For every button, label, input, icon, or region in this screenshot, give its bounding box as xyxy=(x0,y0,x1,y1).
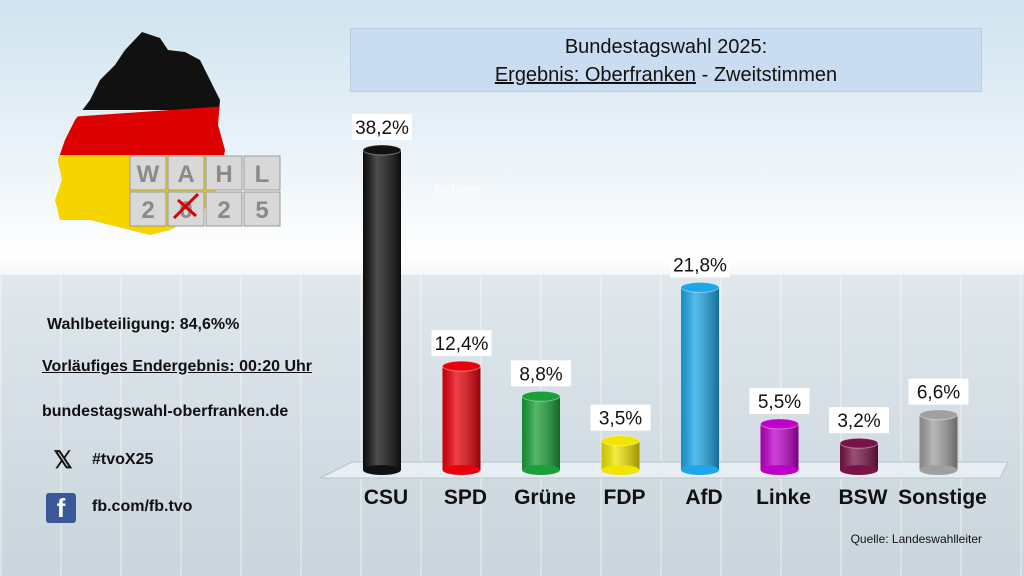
bar-fdp xyxy=(601,435,640,475)
bar-bottom xyxy=(919,465,958,475)
logo-digit-3: 2 xyxy=(217,197,230,224)
title-region: Ergebnis: Oberfranken xyxy=(494,64,697,86)
bar-shading xyxy=(760,423,799,470)
value-label-box xyxy=(908,378,969,405)
logo-letter-3: H xyxy=(215,161,232,188)
value-label: 3,2% xyxy=(837,411,880,432)
value-label-box xyxy=(829,407,889,434)
website-link[interactable]: bundestagswahl-oberfranken.de xyxy=(42,403,289,420)
bar-shading xyxy=(442,366,481,470)
category-label: CSU xyxy=(364,486,408,509)
title-suffix: - Zweitstimmen xyxy=(696,64,838,86)
value-label-box xyxy=(590,404,651,431)
category-label: Grüne xyxy=(514,486,576,509)
bar-csu xyxy=(362,144,402,475)
bar-spd xyxy=(442,360,481,475)
bar-bottom xyxy=(442,465,481,475)
bar-bottom xyxy=(522,465,560,475)
logo-digit-1: 2 xyxy=(141,197,154,224)
category-label: Linke xyxy=(756,486,811,509)
value-label-box xyxy=(352,114,412,140)
value-label: 12,4% xyxy=(435,334,489,355)
watermark: Fichtner xyxy=(434,182,482,196)
preliminary-result-text: Vorläufiges Endergebnis: 00:20 Uhr xyxy=(42,358,312,375)
bar-bottom xyxy=(760,465,799,475)
bar-cap xyxy=(919,409,958,421)
wahl-blocks: W A H L 2 0 2 5 xyxy=(129,155,281,227)
bar-linke xyxy=(760,418,799,475)
bar-cap xyxy=(680,281,720,293)
bar-bottom xyxy=(363,465,401,475)
bar-cap xyxy=(760,418,799,430)
title-line1: Bundestagswahl 2025: xyxy=(564,36,768,58)
category-label: SPD xyxy=(444,486,487,509)
value-label-box xyxy=(511,360,571,387)
value-label: 3,5% xyxy=(599,409,642,430)
value-label: 21,8% xyxy=(673,255,727,276)
bar-shading xyxy=(681,287,719,470)
title-box: Bundestagswahl 2025: Ergebnis: Oberfrank… xyxy=(350,28,982,92)
bar-shading xyxy=(919,414,958,470)
bar-bottom xyxy=(681,465,719,475)
logo-letter-2: A xyxy=(177,161,194,188)
category-label: Sonstige xyxy=(898,486,987,509)
bar-cap xyxy=(442,360,481,372)
bar-afd xyxy=(680,281,720,475)
logo-letter-1: W xyxy=(137,161,160,188)
bar-cap xyxy=(839,437,879,449)
facebook-link[interactable]: fb.com/fb.tvo xyxy=(92,498,193,515)
x-handle[interactable]: #tvoX25 xyxy=(92,451,154,468)
bar-bsw xyxy=(839,437,879,475)
ballot-cross-icon xyxy=(172,192,200,220)
bar-bottom xyxy=(840,465,878,475)
title-line2: Ergebnis: Oberfranken - Zweitstimmen xyxy=(351,61,981,89)
chart-base-platform xyxy=(319,461,1009,479)
x-logo-icon: 𝕏 xyxy=(53,446,73,474)
category-label: BSW xyxy=(839,486,888,509)
bar-sonstige xyxy=(919,409,958,475)
value-label: 8,8% xyxy=(519,364,562,385)
bar-cap xyxy=(521,390,561,402)
bar-shading xyxy=(522,396,560,470)
value-label-box xyxy=(670,251,730,278)
logo-letter-4: L xyxy=(255,161,270,188)
source-note: Quelle: Landeswahlleiter xyxy=(850,532,982,546)
bar-cap xyxy=(601,435,640,447)
turnout-text: Wahlbeteiligung: 84,6%% xyxy=(47,316,240,333)
value-label: 6,6% xyxy=(917,383,960,404)
value-label-box xyxy=(749,387,810,414)
bar-bottom xyxy=(601,465,640,475)
bar-grüne xyxy=(521,390,561,475)
bar-shading xyxy=(363,150,401,470)
value-label-box xyxy=(431,330,492,357)
facebook-logo-icon: f xyxy=(46,493,76,523)
logo-digit-4: 5 xyxy=(255,197,268,224)
wahl-2025-logo: W A H L 2 0 2 5 xyxy=(55,32,281,235)
category-label: AfD xyxy=(685,486,722,509)
value-label: 38,2% xyxy=(355,118,409,139)
value-label: 5,5% xyxy=(758,392,801,413)
bar-cap xyxy=(362,144,402,156)
category-label: FDP xyxy=(604,486,646,509)
